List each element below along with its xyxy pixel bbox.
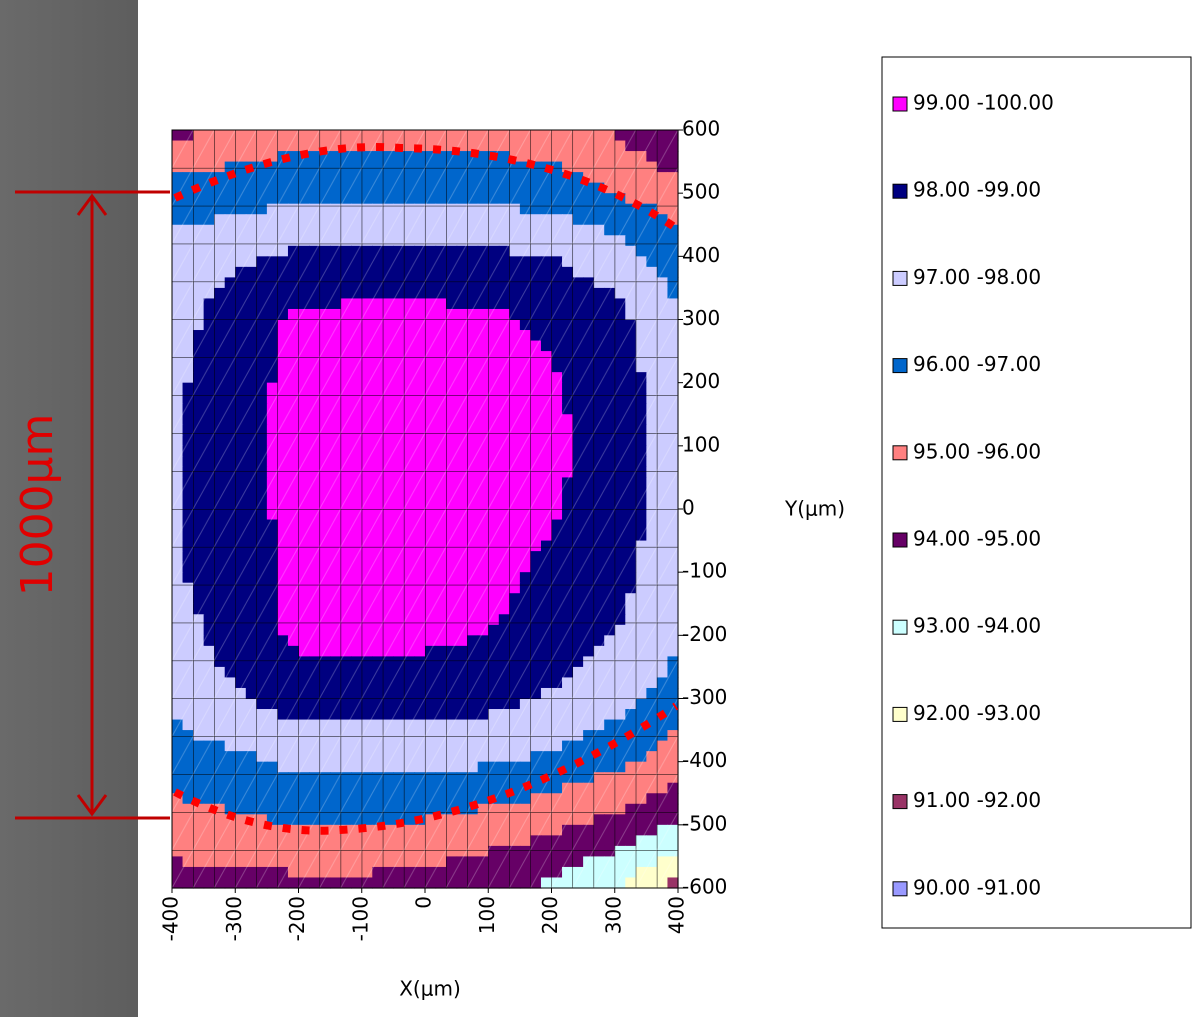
legend-label: 98.00 -99.00: [913, 178, 1041, 202]
legend-swatch: [892, 881, 908, 897]
legend-label: 90.00 -91.00: [913, 875, 1041, 899]
legend-label: 96.00 -97.00: [913, 352, 1041, 376]
x-tick-label: 0: [412, 896, 436, 909]
x-tick-label: 100: [475, 896, 499, 934]
legend-label: 91.00 -92.00: [913, 788, 1041, 812]
y-tick-label: -100: [682, 559, 727, 583]
legend-label: 99.00 -100.00: [913, 91, 1054, 115]
x-tick-label: -200: [285, 896, 309, 941]
y-tick-label: -600: [682, 875, 727, 899]
legend-swatch: [892, 96, 908, 112]
legend-swatch: [892, 358, 908, 374]
x-tick-label: -400: [159, 896, 183, 941]
x-axis-label: X(μm): [399, 977, 461, 1001]
y-tick-label: 600: [682, 117, 720, 141]
legend-label: 97.00 -98.00: [913, 265, 1041, 289]
y-tick-label: 400: [682, 243, 720, 267]
mesh: [172, 130, 678, 888]
legend: [881, 56, 1192, 929]
legend-swatch: [892, 532, 908, 548]
legend-label: 93.00 -94.00: [913, 614, 1041, 638]
legend-swatch: [892, 794, 908, 810]
x-tick-label: -100: [348, 896, 372, 941]
legend-swatch: [892, 445, 908, 461]
legend-label: 95.00 -96.00: [913, 439, 1041, 463]
x-tick-label: 400: [665, 896, 689, 934]
y-tick-label: -300: [682, 685, 727, 709]
dimension-label: 1000μm: [12, 414, 63, 597]
legend-swatch: [892, 706, 908, 722]
x-tick-label: 300: [601, 896, 625, 934]
y-tick-label: -200: [682, 622, 727, 646]
x-tick-label: -300: [222, 896, 246, 941]
y-tick-label: 300: [682, 306, 720, 330]
y-tick-label: -500: [682, 811, 727, 835]
legend-swatch: [892, 183, 908, 199]
y-tick-label: 500: [682, 180, 720, 204]
y-tick-label: 0: [682, 496, 695, 520]
legend-swatch: [892, 619, 908, 635]
y-tick-label: 100: [682, 432, 720, 456]
legend-label: 94.00 -95.00: [913, 527, 1041, 551]
legend-label: 92.00 -93.00: [913, 701, 1041, 725]
x-tick-label: 200: [538, 896, 562, 934]
boundary-curve: [173, 143, 679, 232]
y-axis-label: Y(μm): [784, 497, 845, 521]
arrow-heads: [76, 193, 108, 817]
y-tick-label: 200: [682, 369, 720, 393]
legend-swatch: [892, 270, 908, 286]
y-tick-label: -400: [682, 748, 727, 772]
